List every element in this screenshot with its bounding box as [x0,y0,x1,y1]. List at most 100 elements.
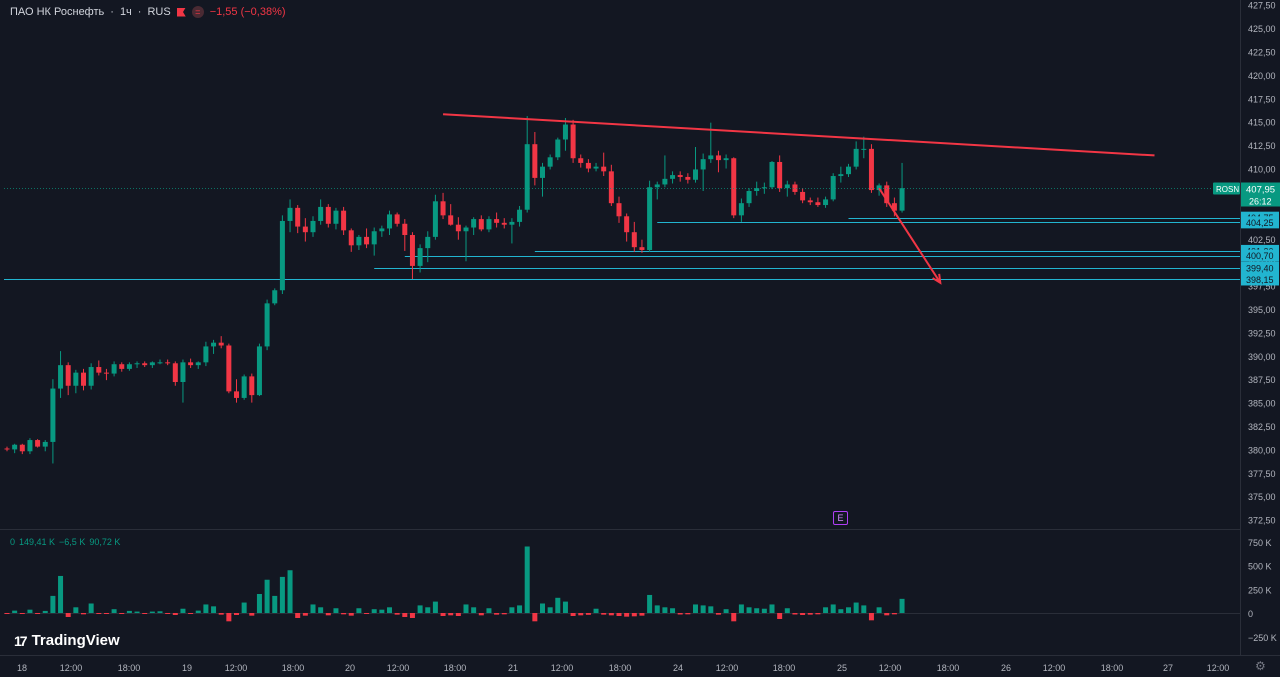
candle-body[interactable] [295,207,301,227]
candle-body[interactable] [58,365,64,389]
candle-body[interactable] [884,185,890,204]
candle-body[interactable] [593,166,599,169]
candle-body[interactable] [731,158,737,216]
candle-body[interactable] [371,231,377,245]
candle-body[interactable] [50,388,56,442]
candle-body[interactable] [42,441,48,447]
candle-body[interactable] [96,367,102,373]
candle-body[interactable] [792,184,798,192]
candle-body[interactable] [532,144,538,178]
candle-body[interactable] [601,166,607,172]
candle-body[interactable] [402,223,408,236]
candle-body[interactable] [509,221,515,225]
candle-body[interactable] [12,444,18,450]
candle-body[interactable] [670,175,676,179]
candle-body[interactable] [769,161,775,188]
candle-body[interactable] [647,187,653,250]
candle-body[interactable] [394,214,400,224]
candle-body[interactable] [73,372,79,386]
candle-body[interactable] [471,219,477,228]
candle-body[interactable] [203,346,209,363]
candle-body[interactable] [264,303,270,347]
symbol-name[interactable]: ПАО НК Роснефть [10,6,105,18]
candle-body[interactable] [784,184,790,189]
candle-body[interactable] [256,346,262,396]
candle-body[interactable] [279,220,285,291]
candle-body[interactable] [188,362,194,366]
candle-body[interactable] [157,362,163,364]
candle-body[interactable] [387,214,392,229]
candle-body[interactable] [341,210,347,231]
tradingview-logo[interactable]: 17 TradingView [14,632,120,649]
candle-body[interactable] [853,148,859,167]
candle-body[interactable] [234,391,239,398]
candle-body[interactable] [708,155,714,160]
candle-body[interactable] [241,376,247,398]
candle-body[interactable] [325,206,331,224]
candle-body[interactable] [364,236,370,245]
candle-body[interactable] [524,144,530,210]
candle-body[interactable] [272,290,278,304]
candle-body[interactable] [19,444,25,452]
candle-body[interactable] [218,342,224,346]
candle-body[interactable] [754,188,760,192]
equals-icon[interactable]: = [191,6,204,18]
candle-body[interactable] [501,222,507,225]
candle-body[interactable] [211,342,217,347]
candle-body[interactable] [578,158,584,163]
candle-body[interactable] [172,363,178,383]
candle-body[interactable] [448,215,454,225]
candle-body[interactable] [195,362,201,366]
candle-body[interactable] [715,155,721,161]
candle-body[interactable] [861,148,867,150]
candle-body[interactable] [746,191,752,204]
candle-body[interactable] [654,184,660,188]
candle-body[interactable] [494,219,500,223]
candle-body[interactable] [738,203,744,216]
candle-body[interactable] [4,448,10,450]
candle-body[interactable] [570,124,576,159]
candle-body[interactable] [134,363,140,365]
candle-body[interactable] [868,148,874,191]
candle-body[interactable] [823,199,829,206]
forecast-arrow[interactable] [878,187,942,284]
candle-body[interactable] [81,372,86,386]
candle-body[interactable] [761,187,767,189]
candle-body[interactable] [547,157,553,167]
candle-body[interactable] [119,364,125,369]
candle-body[interactable] [846,166,851,175]
candle-body[interactable] [891,203,897,211]
candle-body[interactable] [126,364,132,369]
candle-body[interactable] [693,169,698,180]
candle-body[interactable] [899,188,905,211]
candle-body[interactable] [333,210,339,224]
candle-body[interactable] [111,364,117,374]
candle-body[interactable] [432,201,438,237]
candle-body[interactable] [249,376,255,396]
candle-body[interactable] [287,207,293,221]
candle-body[interactable] [815,202,821,206]
candle-body[interactable] [356,236,362,246]
candle-body[interactable] [585,162,591,169]
candle-body[interactable] [478,219,484,230]
candle-body[interactable] [662,178,668,185]
earnings-badge[interactable]: E [833,511,848,525]
flag-icon[interactable] [176,7,186,17]
candle-body[interactable] [639,247,645,250]
candle-body[interactable] [455,224,461,232]
candle-body[interactable] [777,161,783,189]
candle-body[interactable] [830,176,836,200]
candle-body[interactable] [318,206,324,221]
candle-body[interactable] [348,230,354,246]
candle-body[interactable] [800,191,806,201]
candle-body[interactable] [562,124,568,140]
candle-body[interactable] [463,227,469,232]
candle-body[interactable] [486,219,492,230]
candle-body[interactable] [555,139,561,158]
candle-body[interactable] [88,367,94,386]
candle-body[interactable] [807,200,813,203]
trend-line[interactable] [442,113,1155,157]
candle-body[interactable] [379,228,385,232]
candle-body[interactable] [142,363,148,366]
